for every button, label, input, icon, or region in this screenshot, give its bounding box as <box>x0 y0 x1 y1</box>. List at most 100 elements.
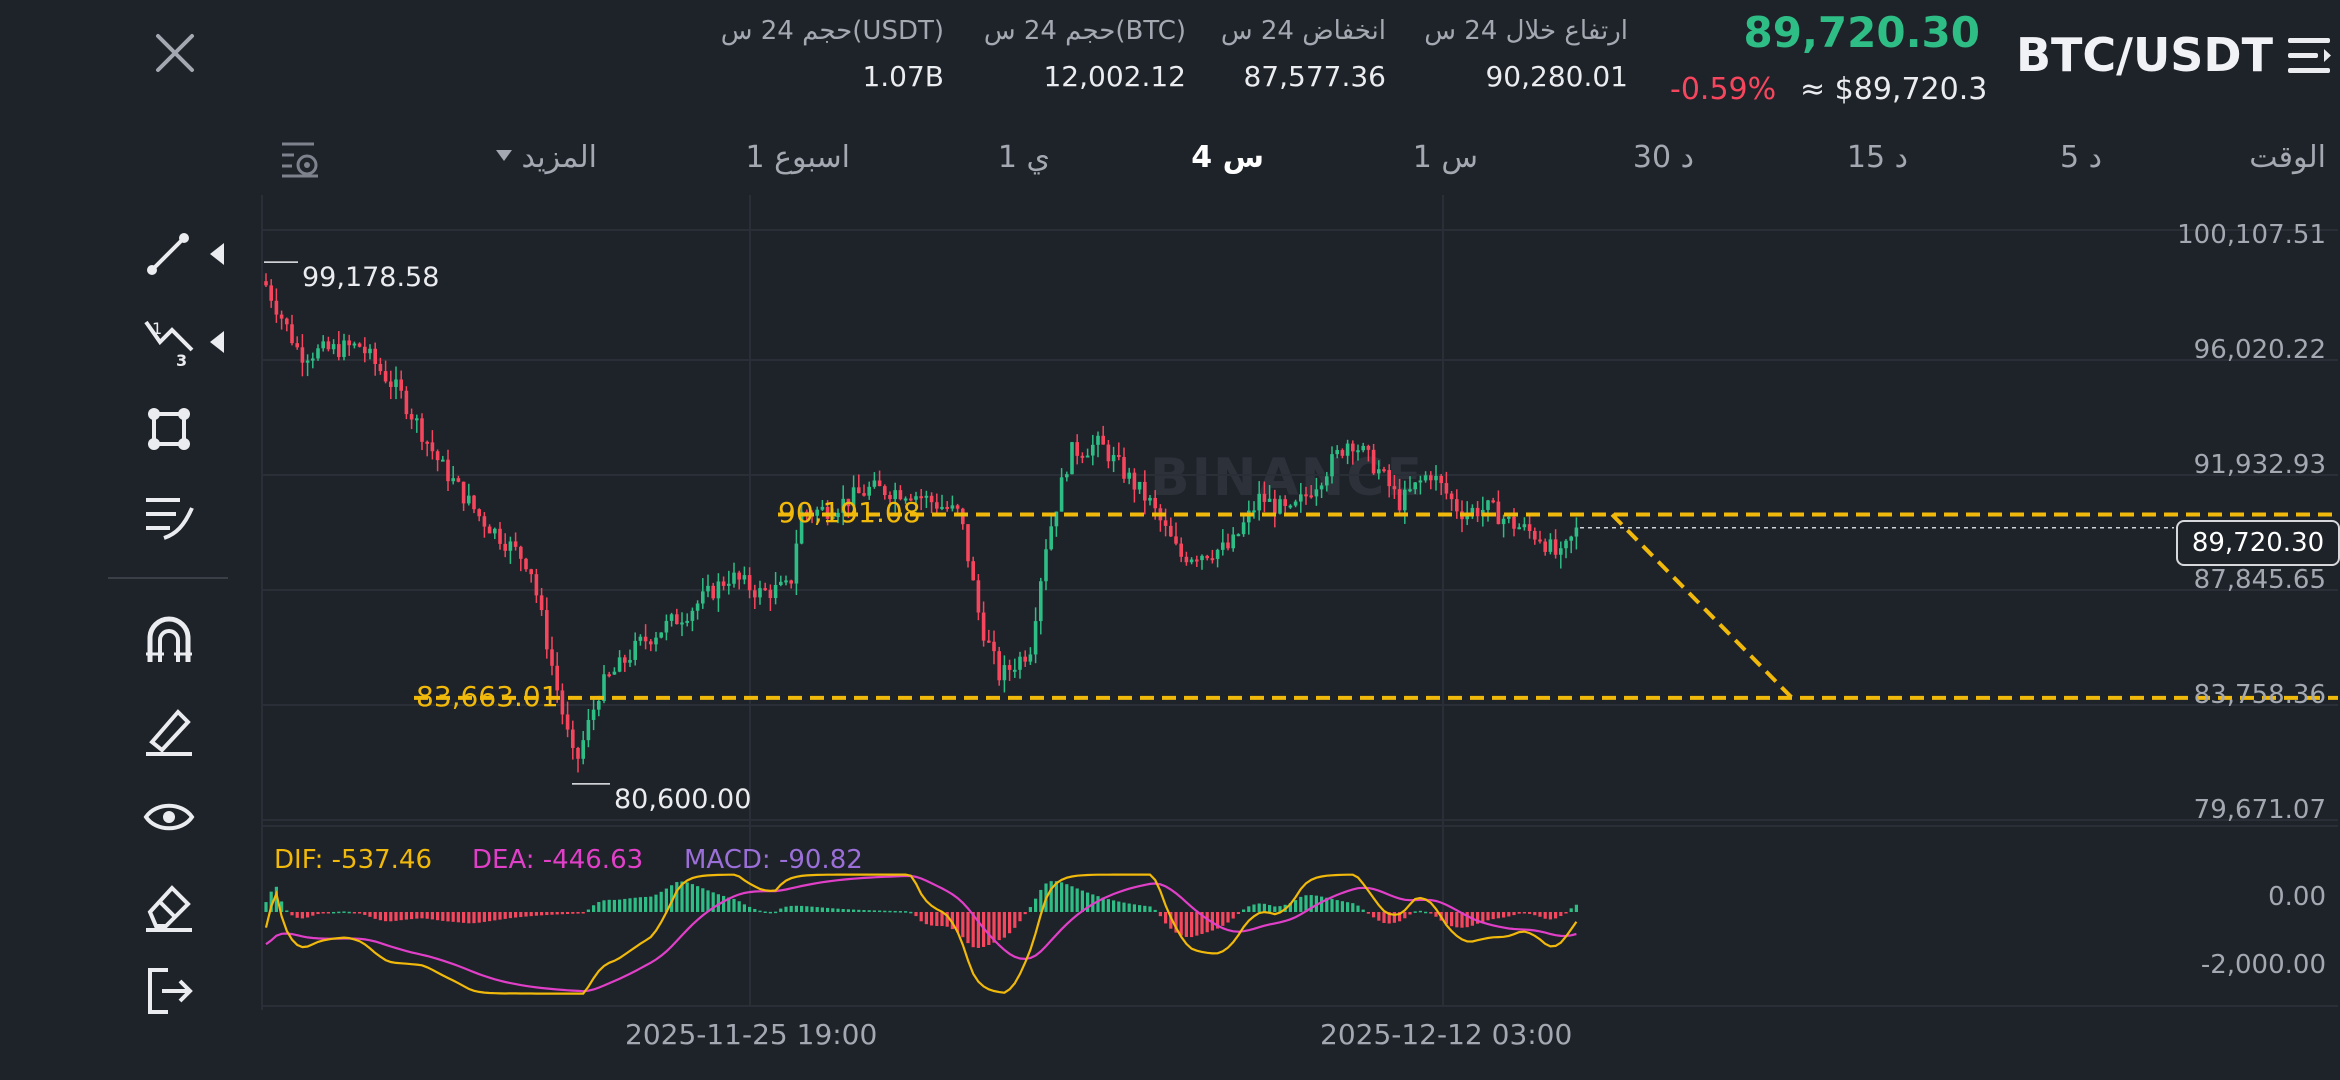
macd-histogram-bar <box>1538 912 1542 917</box>
macd-histogram-bar <box>737 901 741 912</box>
candle-body <box>1215 549 1220 559</box>
line-tool-icon[interactable] <box>142 226 196 280</box>
macd-histogram-bar <box>670 885 674 912</box>
macd-histogram-bar <box>930 912 934 926</box>
macd-histogram-bar <box>1054 881 1058 912</box>
macd-histogram-bar <box>1335 900 1339 912</box>
candle-body <box>316 348 320 359</box>
time-axis-tick: 2025-11-25 19:00 <box>625 1018 878 1051</box>
magnet-icon[interactable] <box>142 614 196 668</box>
candle-body <box>1117 455 1121 458</box>
candle-body <box>472 495 476 510</box>
tab-30m[interactable]: 30 د <box>1632 140 1694 175</box>
macd-histogram-bar <box>935 912 939 927</box>
candle-body <box>1387 470 1391 487</box>
macd-histogram-bar <box>462 912 466 923</box>
macd-histogram-bar <box>1216 912 1220 929</box>
candle-body <box>992 641 996 652</box>
candle-body <box>1517 527 1521 530</box>
candle-body <box>888 495 892 500</box>
tab-4h[interactable]: 4 س <box>1191 140 1264 175</box>
macd-histogram-bar <box>638 897 642 912</box>
close-icon[interactable] <box>152 30 198 76</box>
candle-body <box>1392 486 1397 490</box>
candle-body <box>1475 507 1480 517</box>
macd-histogram-bar <box>971 912 975 948</box>
macd-histogram-bar <box>997 912 1001 941</box>
macd-histogram-bar <box>1205 912 1209 933</box>
exit-icon[interactable] <box>142 964 196 1018</box>
candle-body <box>701 591 705 604</box>
menu-icon[interactable] <box>2284 36 2334 76</box>
macd-histogram-bar <box>1387 912 1391 924</box>
macd-histogram-bar <box>1382 912 1386 923</box>
macd-histogram-bar <box>1444 912 1448 925</box>
macd-histogram-bar <box>477 912 481 923</box>
candle-body <box>1574 527 1579 537</box>
pencil-icon[interactable] <box>142 702 196 756</box>
candle-body <box>383 371 388 382</box>
macd-histogram-bar <box>472 912 476 924</box>
candle-body <box>342 340 346 357</box>
candle-body <box>929 495 934 503</box>
eye-icon[interactable] <box>142 790 196 844</box>
macd-histogram-bar <box>878 910 882 913</box>
macd-histogram-bar <box>311 912 315 916</box>
macd-histogram-bar <box>404 912 408 920</box>
candle-body <box>545 610 549 650</box>
macd-histogram-bar <box>280 901 284 912</box>
macd-histogram-bar <box>300 912 304 919</box>
macd-histogram-bar <box>503 912 507 919</box>
indicator-tool-icon[interactable] <box>142 490 196 544</box>
macd-histogram-bar <box>1424 911 1428 914</box>
chart-settings-icon[interactable] <box>278 140 322 180</box>
macd-histogram-bar <box>415 912 419 919</box>
candle-body <box>290 324 294 344</box>
candle-body <box>851 487 856 507</box>
candle-body <box>1018 656 1022 670</box>
macd-histogram-bar <box>1018 912 1022 922</box>
candle-body <box>1413 482 1417 490</box>
candle-body <box>633 640 637 660</box>
macd-histogram-bar <box>1377 912 1381 921</box>
candle-body <box>1512 516 1516 529</box>
candle-body <box>404 390 409 415</box>
macd-histogram-bar <box>1543 912 1547 919</box>
macd-histogram-bar <box>602 900 606 912</box>
shape-tool-icon[interactable] <box>142 402 196 456</box>
candle-body <box>503 543 507 551</box>
macd-histogram-bar <box>742 904 746 912</box>
tab-1w[interactable]: 1 اسبوع <box>745 140 850 175</box>
macd-histogram-bar <box>1132 904 1136 912</box>
macd-histogram-bar <box>534 912 538 916</box>
pair-title[interactable]: BTC/USDT <box>2015 28 2273 82</box>
chevron-down-icon <box>496 150 512 161</box>
macd-histogram-bar <box>1106 899 1110 912</box>
candle-body <box>950 505 955 509</box>
macd-histogram-bar <box>508 912 512 919</box>
macd-histogram-bar <box>1002 912 1006 938</box>
macd-histogram-bar <box>1273 906 1277 912</box>
candle-body <box>1106 444 1111 462</box>
more-dropdown[interactable]: المزيد <box>522 140 597 175</box>
macd-histogram-bar <box>1569 908 1573 912</box>
macd-histogram-bar <box>774 911 778 914</box>
toolbar-divider <box>108 577 228 579</box>
fib-tool-icon[interactable]: 1 3 <box>142 314 196 368</box>
eraser-icon[interactable] <box>142 878 196 932</box>
macd-histogram-bar <box>826 907 830 912</box>
macd-histogram-bar <box>904 911 908 913</box>
tab-1h[interactable]: 1 س <box>1412 140 1478 175</box>
candle-body <box>1533 531 1537 540</box>
tab-15m[interactable]: 15 د <box>1846 140 1908 175</box>
candle-body <box>1455 499 1459 512</box>
macd-histogram-bar <box>857 909 861 912</box>
macd-histogram-bar <box>545 912 549 916</box>
tab-1d[interactable]: 1 ي <box>997 140 1050 175</box>
candle-body <box>862 493 866 496</box>
candle-body <box>1210 558 1215 561</box>
candle-body <box>1314 489 1319 497</box>
tab-5m[interactable]: 5 د <box>2060 140 2102 175</box>
macd-histogram-bar <box>919 912 923 922</box>
